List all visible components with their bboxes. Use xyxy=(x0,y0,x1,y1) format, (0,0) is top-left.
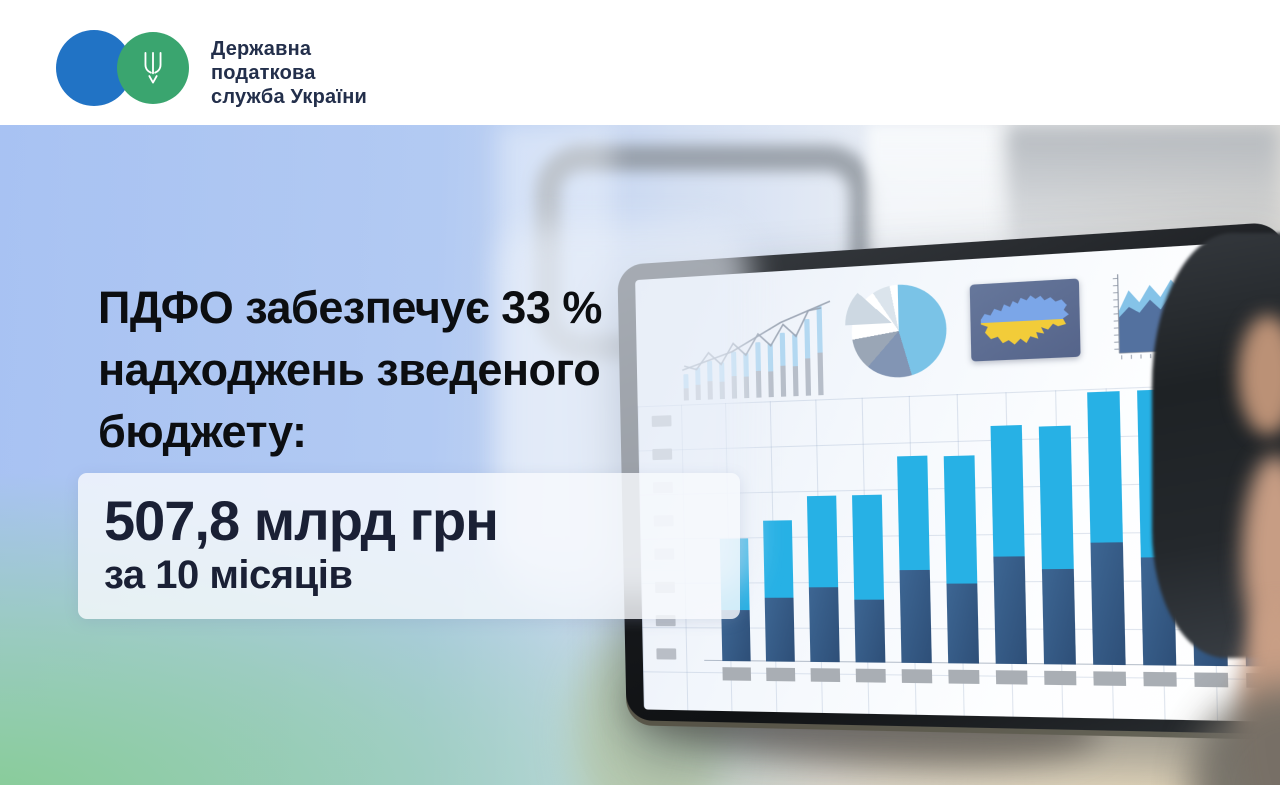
org-name-line: служба України xyxy=(211,86,367,108)
headline: ПДФО забезпечує 33 % надходжень зведеног… xyxy=(98,277,602,463)
logo-green-circle xyxy=(117,32,189,104)
trident-icon xyxy=(144,52,162,84)
stat-value: 507,8 млрд грн xyxy=(104,489,499,552)
stat-period: за 10 місяців xyxy=(104,553,353,597)
headline-line: бюджету: xyxy=(98,406,307,457)
headline-line: надходжень зведеного xyxy=(98,344,601,395)
org-name: Державна податкова служба України xyxy=(196,37,367,109)
org-name-line: Державна xyxy=(211,38,312,60)
org-name-line: податкова xyxy=(211,62,316,84)
headline-line: ПДФО забезпечує 33 % xyxy=(98,282,602,333)
hero-section: ПДФО забезпечує 33 % надходжень зведеног… xyxy=(0,125,1280,785)
stat-box: 507,8 млрд грн за 10 місяців xyxy=(78,473,740,619)
thumb-skin-highlight xyxy=(1238,315,1280,435)
tax-service-logo xyxy=(56,30,189,106)
header: Державна податкова служба України xyxy=(0,0,1280,125)
